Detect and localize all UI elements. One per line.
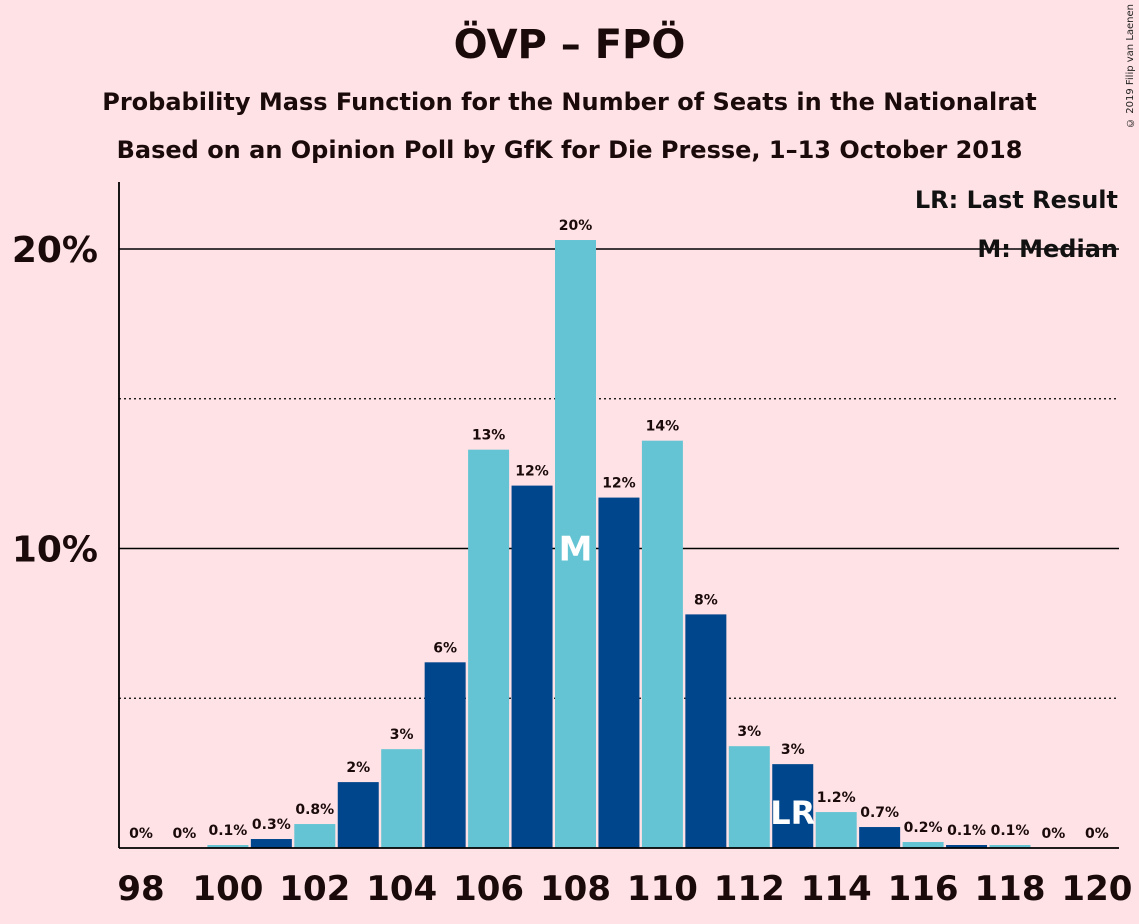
x-tick-label: 110 (627, 869, 698, 909)
data-label-seat-105: 6% (433, 640, 457, 656)
data-label-seat-101: 0.3% (252, 817, 291, 833)
bar-seat-116 (902, 842, 944, 848)
x-tick-label: 102 (279, 869, 350, 909)
data-label-seat-112: 3% (737, 724, 761, 740)
data-label-seat-107: 12% (515, 464, 549, 480)
data-label-seat-102: 0.8% (295, 802, 334, 818)
x-tick-label: 118 (975, 869, 1046, 909)
data-label-seat-110: 14% (646, 419, 680, 435)
axes: 10% 20% 98 100 102 104 106 108 110 112 114 116 118 12… (12, 182, 1132, 909)
y-tick-label: 20% (12, 230, 98, 271)
x-tick-label: 104 (366, 869, 437, 909)
data-label-seat-99: 0% (173, 826, 197, 842)
x-tick-label: 114 (801, 869, 872, 909)
x-tick-label: 120 (1061, 869, 1132, 909)
data-label-seat-106: 13% (472, 428, 506, 444)
data-label-seat-100: 0.1% (208, 823, 247, 839)
bar-seat-102 (294, 824, 336, 848)
data-label-seat-114: 1.2% (817, 790, 856, 806)
bar-seat-100 (207, 845, 249, 848)
data-label-seat-104: 3% (390, 727, 414, 743)
legend-median: M: Median (977, 235, 1118, 263)
data-label-seat-98: 0% (129, 826, 153, 842)
bar-seat-103 (337, 782, 379, 848)
data-label-seat-113: 3% (781, 742, 805, 758)
bar-seat-111 (685, 614, 727, 848)
data-label-seat-115: 0.7% (860, 805, 899, 821)
bar-seat-113 (772, 764, 814, 848)
data-label-seat-117: 0.1% (947, 823, 986, 839)
chart-title: ÖVP – FPÖ (453, 22, 686, 68)
median-marker: M (559, 530, 593, 570)
legend-last-result: LR: Last Result (915, 186, 1118, 214)
chart-subtitle-1: Probability Mass Function for the Number… (102, 88, 1037, 116)
last-result-marker: LR (770, 794, 815, 832)
x-tick-label: 106 (453, 869, 524, 909)
bar-seat-112 (728, 746, 770, 848)
bar-seat-105 (424, 662, 466, 848)
bar-seat-115 (859, 827, 901, 848)
x-tick-label: 116 (888, 869, 959, 909)
bars (207, 240, 1031, 848)
data-label-seat-103: 2% (346, 760, 370, 776)
data-label-seat-108: 20% (559, 218, 593, 234)
data-label-seat-116: 0.2% (904, 820, 943, 836)
bar-seat-118 (989, 845, 1031, 848)
bar-seat-106 (468, 449, 510, 848)
data-label-seat-120: 0% (1085, 826, 1109, 842)
y-tick-label: 10% (12, 530, 98, 571)
data-label-seat-119: 0% (1042, 826, 1066, 842)
x-tick-label: 100 (192, 869, 263, 909)
bar-seat-109 (598, 497, 640, 848)
bar-seat-117 (946, 845, 988, 848)
bar-seat-107 (511, 485, 553, 848)
bar-seat-104 (381, 749, 423, 848)
bar-seat-110 (641, 440, 683, 848)
bar-seat-108 (555, 240, 596, 848)
data-labels: 0% 0% 0.1% 0.3%0.8% 2% 3% 6% 13% 12% 20% M 12% 14% 8%… (129, 218, 1109, 842)
x-tick-label: 112 (714, 869, 785, 909)
x-tick-label: 98 (117, 869, 164, 909)
x-tick-label: 108 (540, 869, 611, 909)
bar-seat-114 (815, 812, 857, 848)
data-label-seat-111: 8% (694, 592, 718, 608)
chart-subtitle-2: Based on an Opinion Poll by GfK for Die … (116, 136, 1023, 164)
bar-seat-101 (250, 839, 292, 848)
data-label-seat-118: 0.1% (991, 823, 1030, 839)
data-label-seat-109: 12% (602, 476, 636, 492)
